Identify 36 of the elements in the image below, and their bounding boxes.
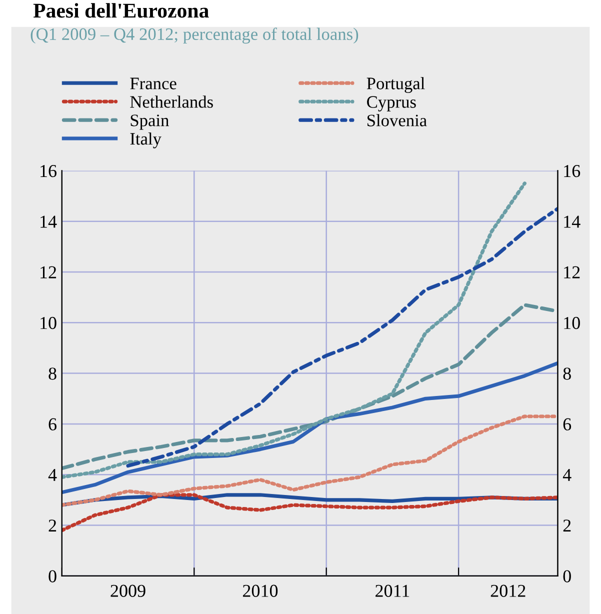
y-tick-label: 16: [40, 165, 57, 178]
y-tick-label: 14: [40, 216, 57, 228]
legend-label: Portugal: [366, 77, 425, 93]
x-tick-label: 2011: [376, 584, 410, 597]
line-series: [62, 182, 526, 479]
chart-title: Paesi dell'Eurozona: [33, 3, 209, 18]
y-tick-label: 2: [48, 520, 56, 532]
legend-label: France: [130, 78, 176, 90]
legend-label: Netherlands: [130, 96, 213, 108]
y2-tick-label: 0: [563, 570, 571, 582]
y2-tick-label: 8: [563, 368, 571, 380]
y2-tick-label: 16: [564, 165, 580, 178]
y-tick-label: 8: [48, 368, 56, 380]
x-tick-label: 2012: [490, 584, 526, 597]
y-tick-label: 10: [40, 316, 56, 330]
line-series: [62, 493, 558, 532]
y2-tick-label: 6: [563, 418, 572, 430]
line-series: [62, 414, 558, 507]
y2-tick-label: 4: [562, 469, 572, 481]
y2-tick-label: 10: [564, 316, 580, 330]
y-tick-label: 4: [48, 469, 57, 481]
y2-tick-label: 12: [564, 266, 580, 278]
legend-label: Slovenia: [368, 114, 427, 126]
x-tick-label: 2010: [242, 584, 278, 597]
y-tick-label: 12: [40, 266, 56, 278]
y2-tick-label: 2: [563, 520, 571, 532]
y-tick-label: 0: [48, 570, 56, 582]
line-series: [62, 361, 558, 494]
chart-subtitle: (Q1 2009 – Q4 2012; percentage of total loans): [30, 28, 358, 44]
line-series: [126, 206, 558, 468]
x-tick-label: 2009: [110, 584, 146, 597]
legend-label: Spain: [130, 114, 169, 130]
legend-label: Italy: [130, 132, 162, 148]
y-tick-label: 6: [48, 418, 57, 430]
legend-label: Cyprus: [367, 96, 416, 112]
y2-tick-label: 14: [564, 216, 580, 228]
